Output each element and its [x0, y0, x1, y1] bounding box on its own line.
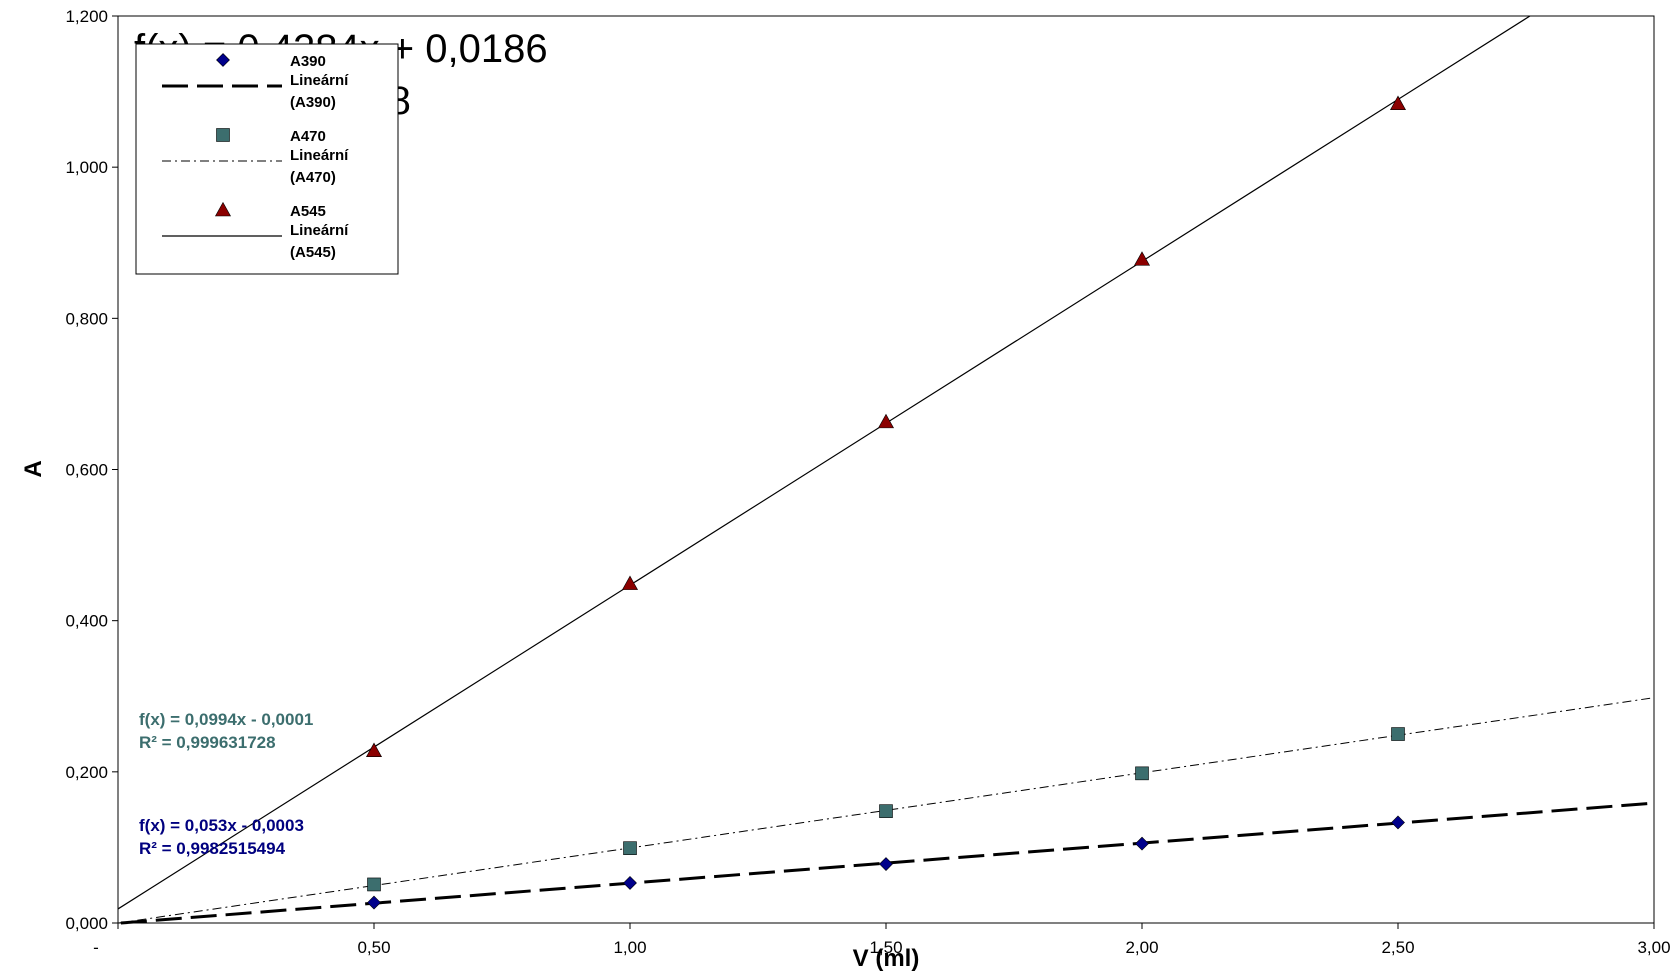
point-a390	[879, 857, 893, 871]
x-tick-label: 0,50	[357, 938, 390, 957]
x-tick-label: 2,00	[1125, 938, 1158, 957]
legend: A390 Lineární (A390) A470 Lineární (A470) A545…	[135, 43, 399, 275]
y-axis-title: A	[20, 460, 47, 477]
x-axis-title: V (ml)	[853, 945, 920, 972]
point-a470	[879, 804, 893, 818]
point-a390	[623, 876, 637, 890]
x-tick-label: 2,50	[1381, 938, 1414, 957]
point-a545	[877, 413, 895, 429]
equation-text: f(x) = 0,0994x - 0,0001	[139, 710, 313, 729]
point-a470	[1135, 766, 1149, 781]
point-a470	[367, 877, 381, 892]
equation-text: f(x) = 0,053x - 0,0003	[139, 816, 304, 835]
point-a390	[1135, 836, 1149, 851]
axes: - 0,50 1,00 1,50 2,00 2,50 3,00 0,000 0,200 0,400…	[65, 7, 1670, 957]
legend-label: A470	[290, 128, 326, 145]
y-tick-label: 1,200	[65, 7, 108, 26]
point-a545	[1389, 95, 1407, 110]
trendline-equations: f(x) = 0,0994x - 0,0001 R² = 0,999631728 f…	[139, 710, 313, 858]
point-a545	[1133, 251, 1151, 266]
trendline-a545	[117, 15, 1531, 910]
point-a390	[1391, 815, 1405, 830]
r-squared-text: R² = 0,999631728	[139, 733, 276, 752]
legend-marker-a545	[214, 201, 232, 217]
x-tick-label: 1,50	[869, 938, 902, 957]
y-tick-label: 0,600	[65, 461, 108, 480]
legend-marker-a390	[216, 53, 230, 67]
legend-marker-a470	[216, 128, 230, 142]
y-tick-label: 0,400	[65, 612, 108, 631]
legend-label: A390	[290, 53, 326, 70]
x-tick-label: 3,00	[1637, 938, 1670, 957]
point-a545	[621, 575, 639, 590]
legend-label: Lineární (A470)	[290, 147, 349, 186]
x-tick-label: 1,00	[613, 938, 646, 957]
y-tick-label: 0,000	[65, 914, 108, 933]
point-a390	[367, 895, 381, 910]
r-squared-text: R² = 0,9982515494	[139, 839, 286, 858]
legend-label: Lineární (A545)	[290, 222, 349, 261]
y-tick-label: 0,200	[65, 763, 108, 782]
data-points	[365, 95, 1407, 910]
point-a470	[623, 841, 637, 855]
point-a470	[1391, 727, 1405, 741]
legend-box	[135, 43, 399, 275]
x-tick-label: -	[93, 938, 99, 957]
y-tick-label: 0,800	[65, 309, 108, 328]
legend-label: A545	[290, 203, 326, 220]
y-tick-label: 1,000	[65, 158, 108, 177]
legend-label: Lineární (A390)	[290, 72, 349, 111]
point-a545	[365, 742, 383, 757]
